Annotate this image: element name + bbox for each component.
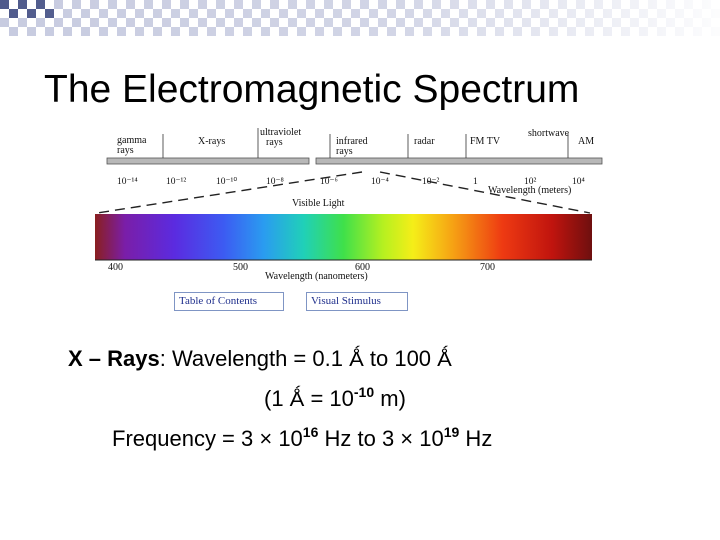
- angstrom-def-exponent: -10: [353, 384, 375, 400]
- band-infrared: infrared rays: [336, 136, 368, 157]
- band-xrays: X-rays: [198, 136, 225, 147]
- band-am: AM: [578, 136, 594, 147]
- nm-tick: 600: [355, 262, 370, 273]
- em-spectrum-diagram: gamma rays X-rays ultraviolet rays infrare…: [95, 127, 603, 282]
- wavelength-meters-label: Wavelength (meters): [488, 185, 571, 196]
- frequency-prefix: Frequency = 3 × 10: [112, 426, 303, 451]
- wavelength-label: 10⁻¹²: [166, 177, 186, 187]
- slide-title: The Electromagnetic Spectrum: [44, 68, 580, 111]
- visible-spectrum-band: [95, 214, 592, 260]
- wavelength-label: 10⁻⁸: [266, 177, 284, 187]
- wavelength-label: 10⁻¹⁴: [117, 177, 138, 187]
- band-shortwave: shortwave: [528, 128, 570, 139]
- nm-tick: 700: [480, 262, 495, 273]
- zoom-lines: [96, 171, 591, 214]
- spectrum-bar-right: [315, 157, 603, 165]
- wavelength-label: 10⁴: [572, 177, 586, 187]
- wavelength-label: 10⁻⁶: [320, 177, 338, 187]
- angstrom-definition-line: (1 Ǻ = 10-10 m): [0, 384, 720, 412]
- xray-term: X – Rays: [68, 346, 160, 371]
- frequency-exp-high: 19: [443, 424, 460, 440]
- visible-light-label: Visible Light: [292, 198, 345, 209]
- band-ultraviolet: ultraviolet rays: [260, 127, 301, 148]
- header-decoration: [0, 0, 720, 36]
- wavelength-label: 10⁻¹⁰: [216, 176, 237, 187]
- angstrom-def-prefix: (1 Ǻ = 10: [264, 386, 354, 411]
- wavelength-label: 10⁻⁴: [371, 177, 390, 187]
- wavelength-label: 1: [473, 177, 478, 187]
- frequency-exp-low: 16: [302, 424, 319, 440]
- xray-wavelength-line: X – Rays: Wavelength = 0.1 Ǻ to 100 Ǻ: [0, 346, 720, 372]
- visual-stimulus-button[interactable]: Visual Stimulus: [306, 292, 408, 311]
- band-dividers: [162, 128, 569, 158]
- frequency-suffix: Hz: [459, 426, 493, 451]
- xray-frequency-line: Frequency = 3 × 1016 Hz to 3 × 1019 Hz: [0, 424, 720, 452]
- angstrom-def-suffix: m): [374, 386, 406, 411]
- nm-tick: 500: [233, 262, 248, 273]
- table-of-contents-button[interactable]: Table of Contents: [174, 292, 284, 311]
- nm-tick: 400: [108, 262, 123, 273]
- xray-wavelength-text: : Wavelength = 0.1 Ǻ to 100 Ǻ: [159, 346, 452, 371]
- nm-axis-label: Wavelength (nanometers): [265, 271, 368, 282]
- band-radar: radar: [414, 136, 435, 147]
- wavelength-label: 10²: [524, 177, 537, 187]
- band-fm-tv: FM TV: [470, 136, 501, 147]
- frequency-mid: Hz to 3 × 10: [318, 426, 444, 451]
- band-gamma: gamma rays: [117, 135, 147, 156]
- spectrum-bar-left: [106, 157, 310, 165]
